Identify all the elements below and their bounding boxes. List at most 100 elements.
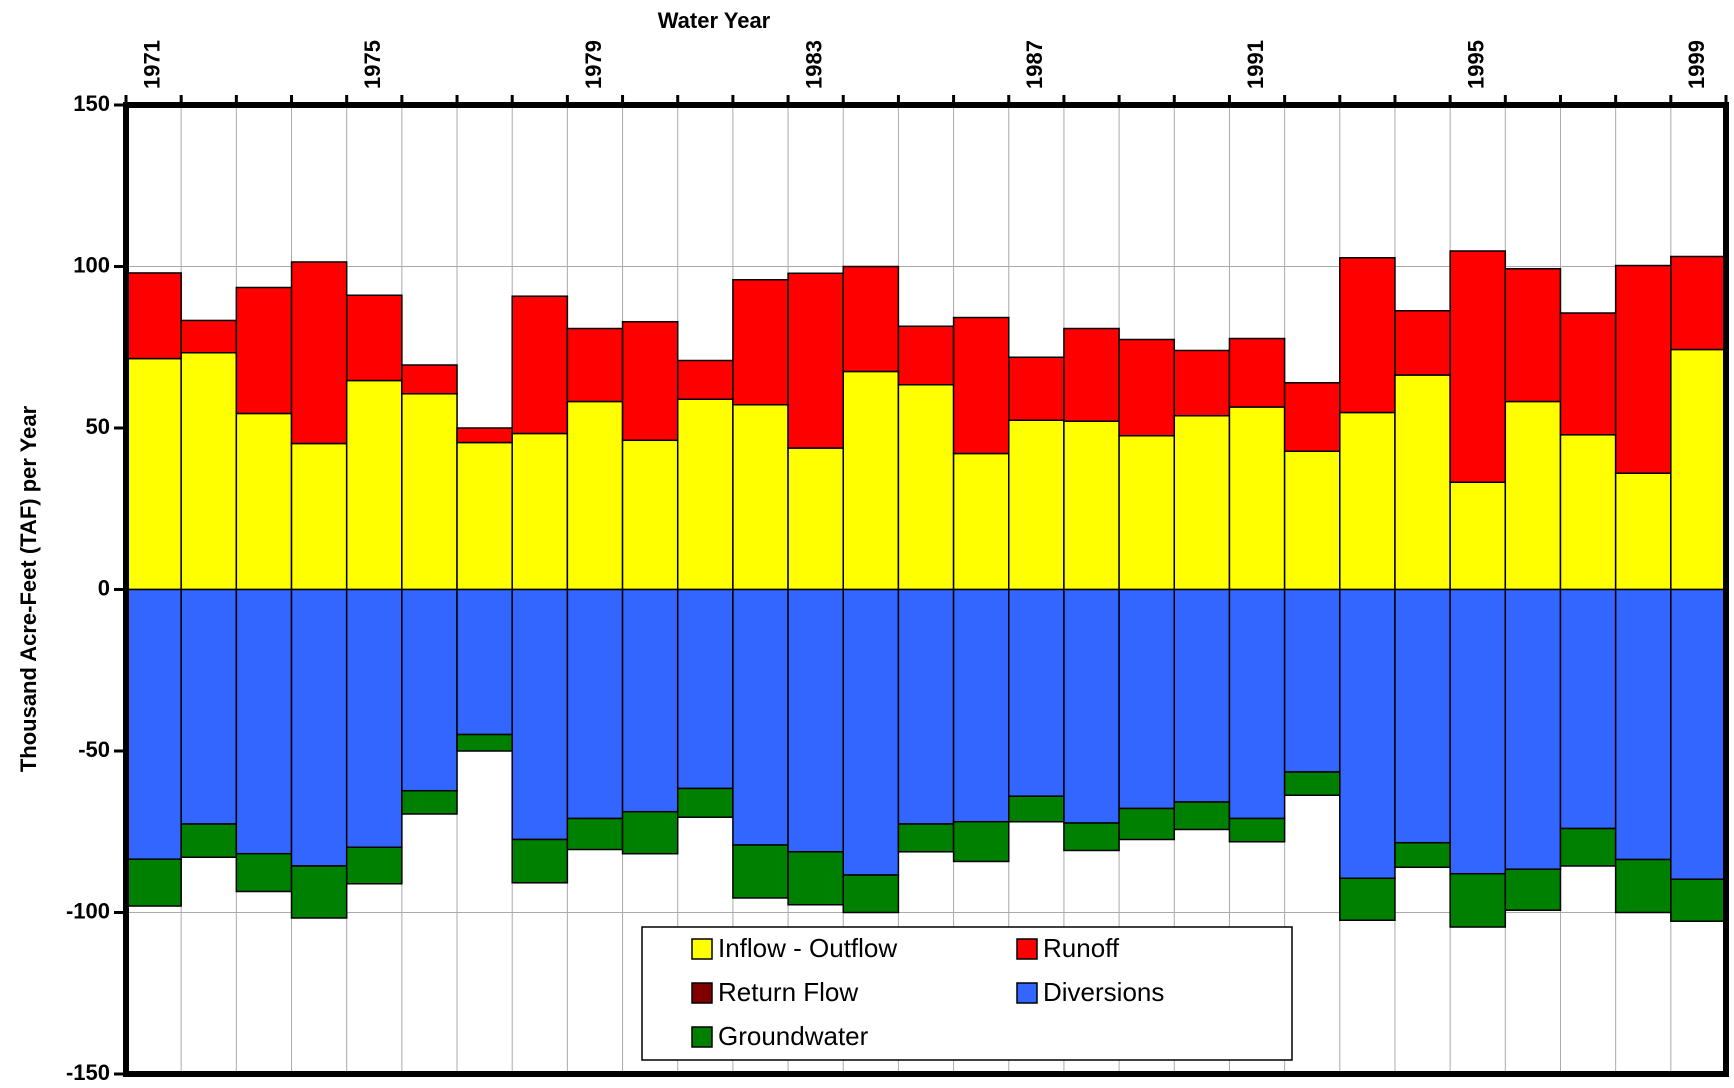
bar-segment (1339, 877, 1396, 922)
bar-segment (897, 588, 955, 825)
y-tick-label: 50 (86, 414, 110, 439)
bar-segment (511, 838, 569, 884)
bar-segment (566, 817, 624, 851)
bar-segment (180, 351, 238, 591)
x-tick-label: 1979 (581, 40, 606, 89)
bar-segment (1063, 822, 1120, 852)
bar-segment (952, 820, 1010, 863)
bar-segment (621, 439, 679, 591)
x-tick-label: 1995 (1464, 40, 1489, 89)
bar-segment (345, 379, 403, 591)
bar-segment (1228, 406, 1286, 591)
bar-segment (1339, 411, 1396, 591)
bar-segment (1118, 588, 1176, 810)
bar-segment (1504, 400, 1562, 591)
legend-label: Groundwater (718, 1021, 869, 1051)
bar-segment (1118, 338, 1176, 437)
bar-segment (1449, 588, 1507, 875)
bar-segment (1063, 420, 1120, 591)
bar-segment (1228, 337, 1286, 408)
bar-segment (125, 858, 182, 907)
bar-segment (732, 588, 789, 846)
bar-segment (621, 320, 679, 442)
y-tick-label: 0 (98, 575, 110, 600)
bar-segment (1283, 450, 1341, 591)
bar-segment (1283, 382, 1341, 453)
bar-segment (1283, 771, 1341, 797)
bar-segment (290, 261, 348, 445)
bar-segment (732, 278, 789, 406)
bar-segment (1008, 795, 1065, 823)
bar-segment (676, 398, 734, 591)
y-tick-label: 100 (73, 252, 110, 277)
bar-segment (952, 588, 1010, 823)
y-tick-label: 150 (73, 91, 110, 116)
bar-segment (290, 588, 348, 867)
bar-segment (1559, 827, 1617, 867)
bar-segment (1339, 588, 1396, 880)
x-tick-label: 1999 (1684, 40, 1709, 89)
bar-segment (511, 588, 569, 841)
bar-segment (952, 316, 1010, 455)
bar-segment (235, 286, 293, 415)
bar-segment (1173, 801, 1231, 831)
bar-segment (456, 427, 513, 444)
bar-segment (842, 265, 900, 373)
bar-segment (1614, 472, 1672, 591)
bar-segment (1063, 588, 1120, 824)
bar-segment (401, 364, 458, 395)
bar-segment (401, 588, 458, 792)
x-tick-label: 1971 (139, 40, 164, 89)
bar-segment (1670, 588, 1727, 880)
bar-segment (1614, 858, 1672, 914)
bar-segment (1614, 588, 1672, 861)
y-axis-label: Thousand Acre-Feet (TAF) per Year (16, 405, 41, 772)
bar-segment (456, 733, 513, 752)
bar-segment (401, 789, 458, 815)
bar-segment (1614, 264, 1672, 474)
bar-segment (1670, 348, 1727, 591)
legend-label: Runoff (1043, 933, 1120, 963)
legend-swatch (691, 938, 713, 960)
bar-segment (1670, 255, 1727, 351)
bar-segment (1008, 588, 1065, 797)
bar-segment (1173, 349, 1231, 417)
bar-segment (125, 588, 182, 860)
bar-segment (180, 823, 238, 859)
bar-segment (235, 852, 293, 893)
bar-segment (511, 432, 569, 591)
bar-segment (1228, 817, 1286, 843)
bar-segment (566, 400, 624, 591)
bar-segment (235, 588, 293, 855)
bar-segment (732, 403, 789, 591)
bar-segment (676, 787, 734, 818)
bar-segment (897, 383, 955, 591)
bar-segment (787, 851, 844, 906)
legend-swatch (1016, 982, 1038, 1004)
bar-segment (1173, 588, 1231, 803)
bar-segment (1559, 588, 1617, 830)
bar-segment (566, 327, 624, 403)
x-tick-label: 1991 (1243, 40, 1268, 89)
bar-segment (842, 874, 900, 914)
bar-segment (676, 588, 734, 790)
legend-label: Diversions (1043, 977, 1164, 1007)
bar-segment (456, 588, 513, 736)
legend-label: Inflow - Outflow (718, 933, 897, 963)
bar-segment (566, 588, 624, 820)
x-tick-label: 1987 (1022, 40, 1047, 89)
bar-segment (787, 272, 844, 449)
legend-swatch (691, 1026, 713, 1048)
bar-segment (621, 810, 679, 855)
legend-swatch (1016, 938, 1038, 960)
bar-segment (621, 588, 679, 813)
bar-segment (345, 294, 403, 382)
bar-segment (180, 319, 238, 354)
bar-segment (290, 865, 348, 919)
chart-title: Water Year (658, 8, 771, 33)
bar-segment (1118, 807, 1176, 841)
y-tick-label: -150 (66, 1060, 110, 1085)
bar-segment (1228, 588, 1286, 820)
y-tick-label: -100 (66, 898, 110, 923)
